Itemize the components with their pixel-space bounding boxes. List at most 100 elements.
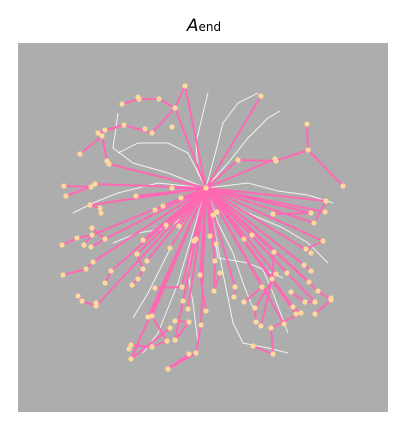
edge-24 — [79, 135, 103, 155]
node-43 — [89, 225, 95, 231]
network-plot — [18, 43, 388, 412]
edge-112 — [205, 187, 263, 288]
node-110 — [288, 289, 294, 295]
node-111 — [306, 279, 312, 285]
node-38 — [99, 133, 105, 139]
edge-40 — [91, 227, 106, 240]
node-118 — [259, 284, 265, 290]
node-24 — [88, 184, 94, 190]
node-124 — [165, 366, 171, 372]
node-59 — [144, 258, 150, 264]
node-70 — [128, 342, 134, 348]
node-48 — [60, 272, 66, 278]
node-52 — [93, 300, 99, 306]
edge-18 — [123, 124, 153, 134]
edge-layer — [61, 85, 344, 370]
node-78 — [197, 272, 203, 278]
node-7 — [340, 183, 346, 189]
node-12 — [169, 185, 175, 191]
node-60 — [140, 237, 146, 243]
node-30 — [133, 193, 139, 199]
edge-105 — [205, 187, 310, 283]
node-75 — [172, 318, 178, 324]
edge-11 — [184, 85, 207, 189]
edge-9 — [272, 212, 312, 215]
edge-87 — [271, 251, 275, 280]
edge-12 — [174, 107, 207, 189]
trail-line-15 — [205, 187, 289, 354]
node-89 — [241, 236, 247, 242]
edge-25 — [94, 183, 207, 189]
node-117 — [284, 270, 290, 276]
node-113 — [303, 246, 309, 252]
node-26 — [63, 193, 69, 199]
node-127 — [167, 325, 173, 331]
edge-2 — [205, 159, 239, 189]
node-125 — [186, 351, 192, 357]
node-42 — [59, 242, 65, 248]
node-86 — [191, 238, 197, 244]
node-102 — [281, 321, 287, 327]
node-73 — [172, 337, 178, 343]
edge-17 — [151, 107, 176, 134]
edge-116 — [200, 187, 207, 326]
node-67 — [149, 313, 155, 319]
edge-13 — [174, 85, 186, 109]
node-77 — [185, 306, 191, 312]
hub-node — [203, 185, 209, 191]
node-126 — [128, 356, 134, 362]
node-20 — [102, 127, 108, 133]
edge-44 — [62, 268, 87, 276]
node-122 — [198, 322, 204, 328]
node-76 — [180, 298, 186, 304]
node-8 — [322, 209, 328, 215]
edge-122 — [205, 187, 315, 224]
trail-line-11 — [72, 182, 207, 214]
edge-101 — [314, 299, 332, 315]
edge-98 — [205, 187, 297, 315]
node-82 — [217, 270, 223, 276]
edge-104 — [290, 291, 306, 303]
edge-119 — [167, 353, 190, 370]
edge-124 — [313, 200, 327, 224]
edge-28 — [65, 186, 92, 197]
node-10 — [270, 211, 276, 217]
edge-51 — [136, 253, 144, 270]
edge-4 — [275, 149, 309, 162]
node-68 — [164, 338, 170, 344]
edge-5 — [306, 123, 309, 151]
node-119 — [241, 299, 247, 305]
node-104 — [315, 288, 321, 294]
node-93 — [258, 323, 264, 329]
edge-76 — [213, 260, 216, 292]
node-91 — [271, 249, 277, 255]
node-33 — [172, 105, 178, 111]
node-128 — [311, 220, 317, 226]
edge-39 — [104, 187, 207, 240]
node-83 — [213, 241, 219, 247]
edge-114 — [205, 187, 236, 288]
node-123 — [193, 350, 199, 356]
node-47 — [83, 266, 89, 272]
edge-120 — [130, 187, 207, 360]
node-64 — [167, 245, 173, 251]
node-19 — [121, 122, 127, 128]
diagram-title: Aend — [0, 16, 408, 36]
node-63 — [160, 203, 166, 209]
node-120 — [232, 284, 238, 290]
node-95 — [252, 305, 258, 311]
edge-111 — [205, 187, 288, 274]
node-72 — [145, 314, 151, 320]
edge-59 — [169, 187, 207, 249]
node-44 — [88, 244, 94, 250]
node-4 — [273, 158, 279, 164]
node-31 — [152, 207, 158, 213]
edge-6 — [307, 149, 344, 187]
node-37 — [104, 158, 110, 164]
edge-123 — [205, 187, 327, 202]
edge-77 — [213, 272, 221, 292]
edge-88 — [260, 278, 273, 327]
edge-96 — [252, 345, 274, 355]
node-5 — [304, 121, 310, 127]
edge-61 — [154, 286, 183, 289]
